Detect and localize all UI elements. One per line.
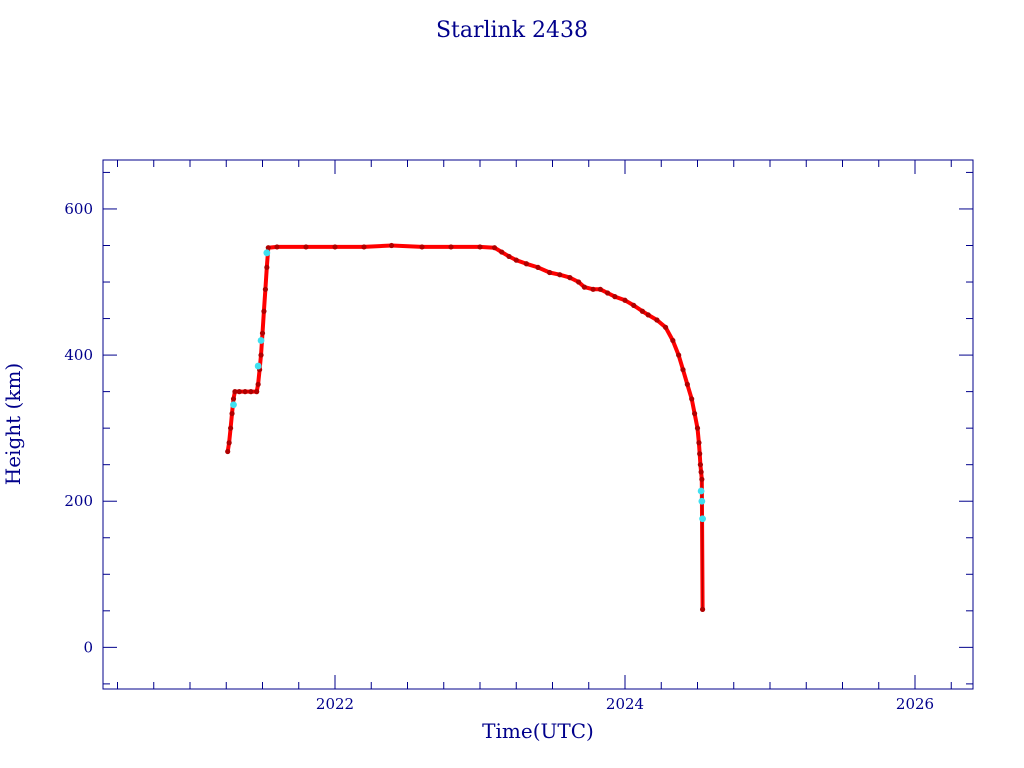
data-point — [264, 264, 270, 271]
data-point — [535, 264, 541, 271]
data-point — [242, 389, 248, 395]
data-point — [303, 244, 309, 250]
data-point — [361, 244, 367, 250]
data-point — [499, 249, 505, 255]
data-point — [265, 245, 271, 251]
data-point-highlight — [699, 515, 706, 523]
data-point-highlight — [697, 487, 705, 495]
data-point — [248, 389, 254, 395]
data-point — [639, 308, 646, 314]
data-point — [262, 286, 268, 292]
data-point — [274, 244, 280, 250]
data-point — [491, 245, 498, 251]
data-point — [225, 448, 231, 455]
y-tick-label: 200 — [64, 492, 93, 510]
data-point-highlight — [257, 337, 265, 344]
data-point — [694, 425, 701, 431]
data-point — [258, 352, 264, 358]
data-point — [697, 462, 704, 468]
y-axis-label: Height (km) — [1, 363, 25, 485]
data-point — [259, 330, 266, 336]
data-point — [622, 297, 628, 303]
data-point — [684, 381, 690, 387]
data-point — [567, 275, 573, 281]
series-points — [225, 242, 706, 612]
data-point — [605, 290, 611, 296]
data-point — [590, 286, 596, 292]
data-point — [697, 451, 703, 457]
data-point — [261, 308, 267, 314]
data-point — [557, 272, 563, 278]
data-point — [631, 302, 637, 309]
data-point — [597, 286, 603, 292]
data-point — [670, 337, 676, 344]
y-tick-label: 400 — [64, 346, 93, 364]
data-point — [254, 389, 260, 395]
data-point — [228, 425, 234, 431]
tick-labels: 2022 2024 2026 0 200 400 600 — [64, 200, 934, 713]
data-point — [680, 367, 686, 373]
y-tick-label: 0 — [83, 638, 93, 656]
y-tick-label: 600 — [64, 200, 93, 218]
data-point — [699, 476, 705, 482]
data-point — [547, 269, 553, 276]
data-point-highlight — [263, 249, 271, 257]
data-point — [388, 242, 395, 249]
data-point — [513, 257, 519, 263]
data-point — [332, 244, 338, 250]
data-point — [255, 381, 261, 387]
data-point-highlight — [698, 497, 706, 505]
data-point — [689, 396, 695, 402]
series-line — [225, 243, 705, 610]
chart-title: Starlink 2438 — [436, 18, 588, 43]
data-point — [612, 294, 618, 300]
x-axis-label: Time(UTC) — [482, 719, 594, 743]
data-point — [477, 244, 483, 250]
data-point — [226, 440, 232, 446]
data-point — [654, 317, 660, 323]
data-point — [696, 440, 702, 446]
x-tick-label: 2022 — [316, 695, 354, 713]
x-tick-label: 2024 — [606, 695, 644, 713]
data-point — [448, 244, 454, 250]
data-point — [523, 261, 530, 267]
plot-frame — [102, 159, 974, 690]
data-point — [229, 410, 235, 417]
data-point — [676, 352, 682, 358]
data-point — [576, 279, 582, 285]
data-point — [581, 284, 588, 290]
data-point — [236, 389, 242, 395]
data-point — [506, 253, 512, 260]
x-tick-label: 2026 — [896, 695, 934, 713]
series-lines — [225, 243, 705, 610]
data-point — [699, 606, 706, 612]
data-point — [645, 312, 651, 318]
data-point — [230, 396, 237, 402]
data-point-highlight — [254, 362, 262, 370]
data-point — [698, 469, 704, 475]
data-point — [419, 244, 425, 250]
data-point — [663, 324, 669, 330]
data-point — [232, 389, 238, 395]
data-point — [692, 410, 698, 417]
axis-ticks — [103, 160, 973, 689]
data-point-highlight — [230, 401, 237, 409]
